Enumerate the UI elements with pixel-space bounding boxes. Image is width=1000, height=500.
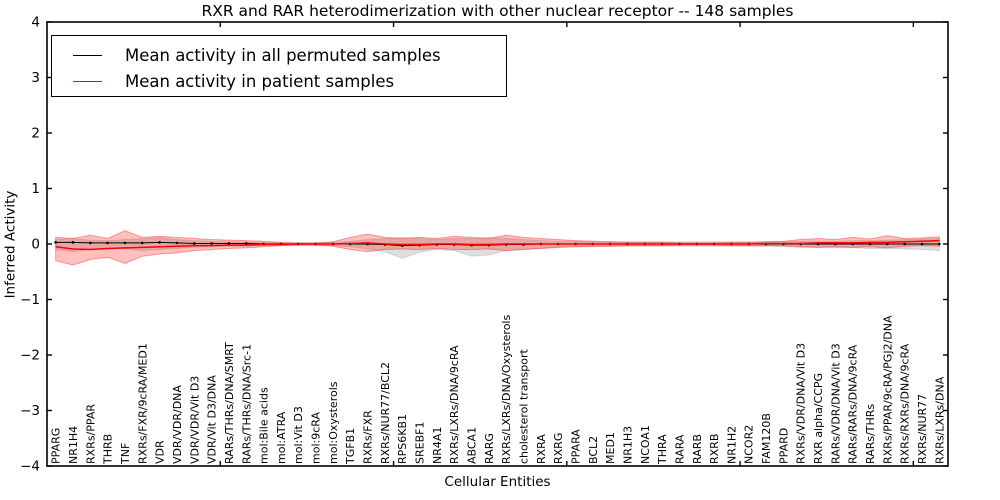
- x-category-label: THRA: [656, 434, 669, 465]
- x-category-label: RXRs/VDR/DNA/Vit D3: [795, 343, 808, 464]
- legend-label-patient: Mean activity in patient samples: [125, 71, 395, 91]
- marker-permuted: [71, 241, 75, 244]
- marker-permuted: [89, 241, 92, 245]
- x-category-label: VDR/VDR/DNA: [171, 385, 184, 464]
- x-category-label: RXRs/NUR77/BCL2: [379, 362, 392, 464]
- y-tick-label: −4: [20, 459, 40, 475]
- marker-permuted: [938, 242, 941, 246]
- x-category-label: ABCA1: [466, 427, 479, 464]
- y-tick-label: 3: [31, 70, 40, 86]
- x-category-label: RXRB: [708, 434, 721, 464]
- x-category-label: RXRs/LXRs/DNA/9cRA: [448, 345, 461, 464]
- x-category-label: PPARD: [777, 428, 790, 464]
- marker-permuted: [175, 241, 179, 245]
- marker-permuted: [210, 242, 213, 245]
- marker-permuted: [54, 241, 57, 244]
- x-category-label: THRB: [102, 434, 115, 465]
- x-category-label: RARs/THRs: [864, 404, 877, 464]
- x-category-label: VDR/Vit D3/DNA: [206, 375, 219, 464]
- legend-line-sample-black: [73, 54, 102, 56]
- x-category-label: RXRs/PPAR: [84, 404, 97, 464]
- marker-permuted: [192, 242, 196, 245]
- y-tick-label: 4: [31, 15, 40, 31]
- x-category-label: RARs/VDR/DNA/Vit D3: [829, 343, 842, 464]
- x-category-label: mol:9cRA: [310, 412, 323, 464]
- x-category-label: TGFB1: [344, 428, 357, 465]
- x-category-label: RARs/THRs/DNA/Src-1: [240, 344, 253, 464]
- x-category-label: RARA: [673, 434, 686, 464]
- x-category-label: PPARA: [569, 429, 582, 464]
- x-category-label: mol:Oxysterols: [327, 381, 340, 464]
- legend-label-permuted: Mean activity in all permuted samples: [125, 45, 441, 65]
- x-axis-label: Cellular Entities: [444, 474, 551, 490]
- x-category-label: NR1H4: [67, 426, 80, 464]
- marker-permuted: [106, 241, 109, 245]
- y-tick-label: −2: [20, 348, 40, 364]
- x-category-label: mol:Bile acids: [258, 387, 271, 464]
- x-category-label: RXRs/FXR: [362, 410, 375, 464]
- legend-item-permuted: Mean activity in all permuted samples: [73, 42, 506, 68]
- x-category-label: NR4A1: [431, 427, 444, 464]
- marker-permuted: [903, 242, 906, 246]
- marker-permuted: [123, 241, 127, 245]
- y-tick-label: −3: [20, 403, 40, 419]
- x-category-label: PPARG: [50, 428, 63, 464]
- x-category-label: MED1: [604, 432, 617, 464]
- marker-permuted: [868, 242, 872, 246]
- x-category-label: mol:Vit D3: [292, 406, 305, 464]
- x-category-label: BCL2: [587, 436, 600, 464]
- x-category-label: RARs/THRs/DNA/SMRT: [223, 342, 236, 464]
- x-category-label: RXRG: [552, 433, 565, 464]
- x-category-label: VDR/VDR/Vit D3: [188, 376, 201, 464]
- x-category-label: RARG: [483, 433, 496, 464]
- x-category-label: RXR alpha/CCPG: [812, 373, 825, 464]
- x-category-label: RXRs/FXR/9cRA/MED1: [136, 343, 149, 464]
- x-category-label: RARB: [691, 434, 704, 464]
- x-category-label: RXRs/PPAR/9cRA/PGJ2/DNA: [881, 315, 894, 464]
- marker-permuted: [886, 242, 889, 246]
- y-axis-label: Inferred Activity: [2, 190, 19, 299]
- marker-permuted: [244, 242, 248, 245]
- x-category-label: NR1H3: [621, 426, 634, 464]
- marker-permuted: [140, 241, 144, 245]
- y-tick-label: 0: [31, 237, 40, 253]
- marker-permuted: [227, 242, 231, 245]
- y-tick-label: −1: [20, 292, 40, 308]
- legend: Mean activity in all permuted samples Me…: [51, 35, 507, 97]
- marker-permuted: [158, 241, 161, 244]
- x-category-label: TNF: [119, 443, 132, 465]
- x-category-label: RPS6KB1: [396, 414, 409, 464]
- band-permuted: [55, 236, 940, 259]
- y-tick-label: 1: [31, 181, 40, 197]
- x-category-label: RXRs/LXRs/DNA/Oxysterols: [500, 315, 513, 464]
- x-category-label: RXRs/NUR77: [916, 394, 929, 464]
- line-patient-mean: [55, 239, 940, 251]
- x-category-label: NCOA1: [639, 425, 652, 464]
- band-patient: [55, 230, 940, 266]
- marker-permuted: [920, 242, 924, 246]
- x-category-label: RXRs/RXRs/DNA/9cRA: [899, 343, 912, 464]
- x-category-label: FAM120B: [760, 413, 773, 464]
- x-category-label: RXRs/LXRs/DNA: [933, 376, 946, 464]
- x-category-label: mol:ATRA: [275, 411, 288, 464]
- x-category-label: VDR: [154, 440, 167, 464]
- chart-title: RXR and RAR heterodimerization with othe…: [201, 2, 794, 20]
- x-category-label: RARs/RARs/DNA/9cRA: [847, 344, 860, 464]
- x-category-label: RXRA: [535, 434, 548, 464]
- x-category-label: SREBF1: [414, 422, 427, 464]
- x-category-label: NR1H2: [725, 426, 738, 464]
- x-category-label: cholesterol transport: [517, 349, 530, 464]
- x-category-label: NCOR2: [743, 425, 756, 464]
- legend-item-patient: Mean activity in patient samples: [73, 68, 506, 94]
- y-tick-label: 2: [31, 126, 40, 142]
- legend-line-sample-red: [73, 80, 102, 82]
